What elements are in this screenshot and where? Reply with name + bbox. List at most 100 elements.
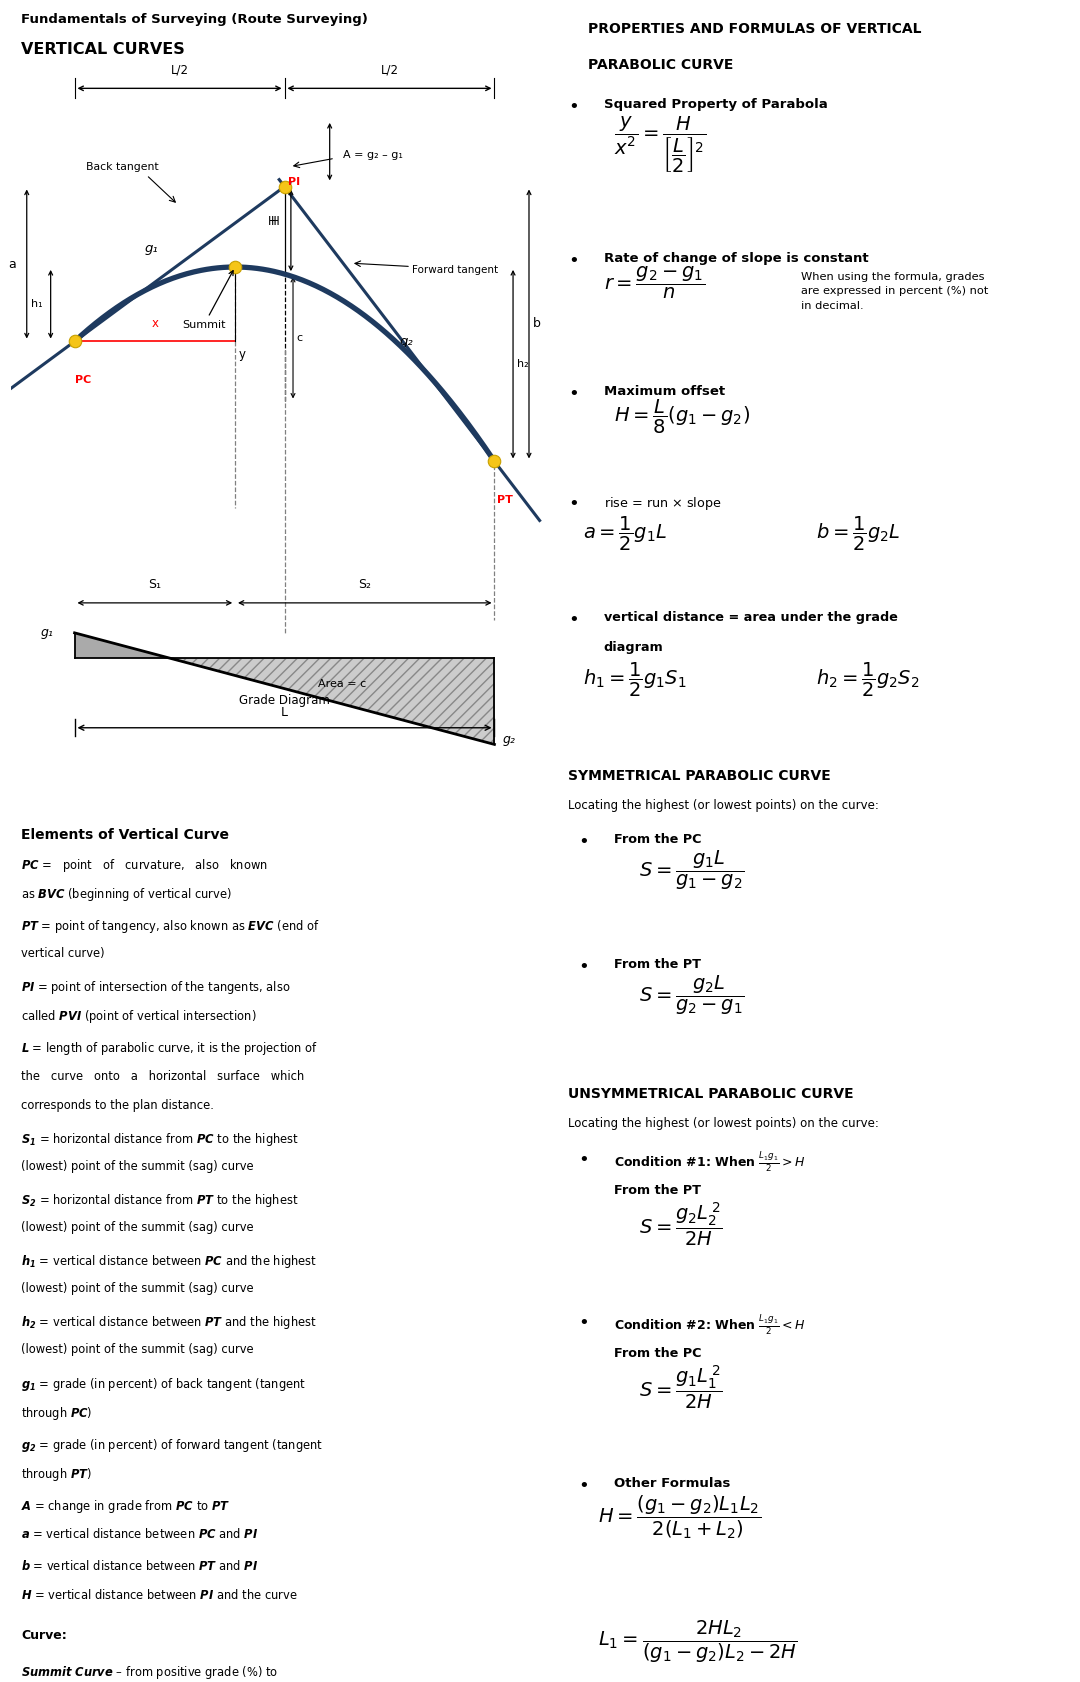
Text: g₂: g₂ xyxy=(400,335,414,348)
Text: PARABOLIC CURVE: PARABOLIC CURVE xyxy=(589,59,733,72)
Text: $\bfit{b}$ = vertical distance between $\bfit{PT}$ and $\bfit{PI}$: $\bfit{b}$ = vertical distance between $… xyxy=(22,1559,258,1573)
Text: S₂: S₂ xyxy=(359,579,372,592)
Text: as $\bfit{BVC}$ (beginning of vertical curve): as $\bfit{BVC}$ (beginning of vertical c… xyxy=(22,886,232,903)
Text: •: • xyxy=(578,957,589,976)
Text: H: H xyxy=(268,215,276,229)
Text: From the PT: From the PT xyxy=(613,1184,701,1198)
Text: •: • xyxy=(578,1150,589,1169)
Text: Rate of change of slope is constant: Rate of change of slope is constant xyxy=(604,252,868,264)
Text: the   curve   onto   a   horizontal   surface   which: the curve onto a horizontal surface whic… xyxy=(22,1070,305,1083)
Text: A = g₂ – g₁: A = g₂ – g₁ xyxy=(343,150,403,160)
Text: Fundamentals of Surveying (Route Surveying): Fundamentals of Surveying (Route Surveyi… xyxy=(22,13,368,27)
Text: L/2: L/2 xyxy=(171,64,189,77)
Text: UNSYMMETRICAL PARABOLIC CURVE: UNSYMMETRICAL PARABOLIC CURVE xyxy=(568,1088,853,1102)
Text: (lowest) point of the summit (sag) curve: (lowest) point of the summit (sag) curve xyxy=(22,1282,254,1295)
Text: vertical curve): vertical curve) xyxy=(22,947,105,960)
Text: rise = run $\times$ slope: rise = run $\times$ slope xyxy=(604,495,721,511)
Text: through $\bfit{PC}$): through $\bfit{PC}$) xyxy=(22,1404,93,1421)
Text: $S = \dfrac{g_1 L_1^{\,2}}{2H}$: $S = \dfrac{g_1 L_1^{\,2}}{2H}$ xyxy=(639,1364,723,1411)
Text: $b = \dfrac{1}{2}g_2 L$: $b = \dfrac{1}{2}g_2 L$ xyxy=(816,515,901,553)
Text: $H = \dfrac{(g_1 - g_2)L_1 L_2}{2(L_1 + L_2)}$: $H = \dfrac{(g_1 - g_2)L_1 L_2}{2(L_1 + … xyxy=(598,1494,761,1541)
Text: Area = c: Area = c xyxy=(318,680,366,690)
Text: vertical distance = area under the grade: vertical distance = area under the grade xyxy=(604,611,897,624)
Text: PROPERTIES AND FORMULAS OF VERTICAL: PROPERTIES AND FORMULAS OF VERTICAL xyxy=(589,22,922,35)
Text: $a = \dfrac{1}{2}g_1 L$: $a = \dfrac{1}{2}g_1 L$ xyxy=(583,515,667,553)
Text: h₁: h₁ xyxy=(31,299,43,309)
Text: $S = \dfrac{g_2 L_2^{\,2}}{2H}$: $S = \dfrac{g_2 L_2^{\,2}}{2H}$ xyxy=(639,1201,723,1248)
Text: Forward tangent: Forward tangent xyxy=(413,264,498,274)
Text: $\bfit{H}$ = vertical distance between $\bfit{PI}$ and the curve: $\bfit{H}$ = vertical distance between $… xyxy=(22,1588,298,1603)
Text: g₁: g₁ xyxy=(40,626,53,639)
Text: •: • xyxy=(568,495,579,513)
Text: c: c xyxy=(296,333,302,343)
Text: a: a xyxy=(9,257,16,271)
Text: $S = \dfrac{g_1 L}{g_1 - g_2}$: $S = \dfrac{g_1 L}{g_1 - g_2}$ xyxy=(639,849,744,893)
Text: b: b xyxy=(534,318,541,330)
Text: Maximum offset: Maximum offset xyxy=(604,385,725,397)
Polygon shape xyxy=(75,632,168,658)
Text: Condition #2: When $\frac{L_1g_1}{2} < H$: Condition #2: When $\frac{L_1g_1}{2} < H… xyxy=(613,1314,806,1337)
Text: •: • xyxy=(578,833,589,851)
Text: called $\bfit{PVI}$ (point of vertical intersection): called $\bfit{PVI}$ (point of vertical i… xyxy=(22,1008,257,1026)
Text: y: y xyxy=(239,348,246,362)
Text: Squared Property of Parabola: Squared Property of Parabola xyxy=(604,98,827,111)
Text: L/2: L/2 xyxy=(380,64,399,77)
Polygon shape xyxy=(168,658,495,745)
Text: $\bfit{S_2}$ = horizontal distance from $\bfit{PT}$ to the highest: $\bfit{S_2}$ = horizontal distance from … xyxy=(22,1193,299,1209)
Text: $\dfrac{y}{x^2} = \dfrac{H}{\left[\dfrac{L}{2}\right]^2}$: $\dfrac{y}{x^2} = \dfrac{H}{\left[\dfrac… xyxy=(613,114,705,175)
Text: through $\bfit{PT}$): through $\bfit{PT}$) xyxy=(22,1465,92,1484)
Text: $\bfit{h_1}$ = vertical distance between $\bfit{PC}$ and the highest: $\bfit{h_1}$ = vertical distance between… xyxy=(22,1253,318,1270)
Text: •: • xyxy=(568,385,579,402)
Text: •: • xyxy=(568,611,579,629)
Text: •: • xyxy=(578,1477,589,1495)
Text: Curve:: Curve: xyxy=(22,1630,67,1642)
Text: Locating the highest (or lowest points) on the curve:: Locating the highest (or lowest points) … xyxy=(568,799,879,812)
Text: Elements of Vertical Curve: Elements of Vertical Curve xyxy=(22,828,229,841)
Text: corresponds to the plan distance.: corresponds to the plan distance. xyxy=(22,1098,214,1112)
Text: $\bfit{PT}$ = point of tangency, also known as $\bfit{EVC}$ (end of: $\bfit{PT}$ = point of tangency, also kn… xyxy=(22,918,321,935)
Text: $H = \dfrac{L}{8}(g_1 - g_2)$: $H = \dfrac{L}{8}(g_1 - g_2)$ xyxy=(613,399,750,436)
Text: PI: PI xyxy=(288,177,300,187)
Text: From the PC: From the PC xyxy=(613,833,701,846)
Text: $\bfit{S_1}$ = horizontal distance from $\bfit{PC}$ to the highest: $\bfit{S_1}$ = horizontal distance from … xyxy=(22,1130,299,1147)
Text: $\bfit{A}$ = change in grade from $\bfit{PC}$ to $\bfit{PT}$: $\bfit{A}$ = change in grade from $\bfit… xyxy=(22,1499,231,1515)
Text: PT: PT xyxy=(497,495,513,505)
Text: x: x xyxy=(151,316,159,330)
Text: (lowest) point of the summit (sag) curve: (lowest) point of the summit (sag) curve xyxy=(22,1344,254,1356)
Text: SYMMETRICAL PARABOLIC CURVE: SYMMETRICAL PARABOLIC CURVE xyxy=(568,769,831,784)
Text: Locating the highest (or lowest points) on the curve:: Locating the highest (or lowest points) … xyxy=(568,1117,879,1130)
Text: S₁: S₁ xyxy=(148,579,161,592)
Text: L: L xyxy=(281,706,288,720)
Text: h₂: h₂ xyxy=(517,360,529,368)
Text: $\bfit{a}$ = vertical distance between $\bfit{PC}$ and $\bfit{PI}$: $\bfit{a}$ = vertical distance between $… xyxy=(22,1527,259,1541)
Text: $\bfit{h_2}$ = vertical distance between $\bfit{PT}$ and the highest: $\bfit{h_2}$ = vertical distance between… xyxy=(22,1314,318,1332)
Text: $\bfit{PI}$ = point of intersection of the tangents, also: $\bfit{PI}$ = point of intersection of t… xyxy=(22,979,291,996)
Text: $\bfit{PC}$ =   point   of   curvature,   also   known: $\bfit{PC}$ = point of curvature, also k… xyxy=(22,856,268,875)
Text: $\bfit{L}$ = length of parabolic curve, it is the projection of: $\bfit{L}$ = length of parabolic curve, … xyxy=(22,1041,319,1058)
Text: $r = \dfrac{g_2 - g_1}{n}$: $r = \dfrac{g_2 - g_1}{n}$ xyxy=(604,264,704,301)
Text: From the PC: From the PC xyxy=(613,1347,701,1361)
Text: When using the formula, grades
are expressed in percent (%) not
in decimal.: When using the formula, grades are expre… xyxy=(801,271,988,311)
Text: VERTICAL CURVES: VERTICAL CURVES xyxy=(22,42,185,57)
Text: $\bfit{g_2}$ = grade (in percent) of forward tangent (tangent: $\bfit{g_2}$ = grade (in percent) of for… xyxy=(22,1436,324,1453)
Text: Back tangent: Back tangent xyxy=(86,161,159,172)
Text: Grade Diagram: Grade Diagram xyxy=(239,695,330,708)
Text: $h_2 = \dfrac{1}{2}g_2 S_2$: $h_2 = \dfrac{1}{2}g_2 S_2$ xyxy=(816,661,920,700)
Text: (lowest) point of the summit (sag) curve: (lowest) point of the summit (sag) curve xyxy=(22,1221,254,1235)
Text: g₂: g₂ xyxy=(502,733,515,745)
Text: •: • xyxy=(578,1314,589,1332)
Text: •: • xyxy=(568,252,579,269)
Text: From the PT: From the PT xyxy=(613,957,701,971)
Text: H: H xyxy=(271,215,280,229)
Text: (lowest) point of the summit (sag) curve: (lowest) point of the summit (sag) curve xyxy=(22,1161,254,1172)
Text: $\bfit{g_1}$ = grade (in percent) of back tangent (tangent: $\bfit{g_1}$ = grade (in percent) of bac… xyxy=(22,1376,307,1393)
Text: g₁: g₁ xyxy=(145,242,159,254)
Text: Condition #1: When $\frac{L_1g_1}{2} > H$: Condition #1: When $\frac{L_1g_1}{2} > H… xyxy=(613,1150,806,1174)
Text: $h_1 = \dfrac{1}{2}g_1 S_1$: $h_1 = \dfrac{1}{2}g_1 S_1$ xyxy=(583,661,687,700)
Text: •: • xyxy=(568,98,579,116)
Text: Other Formulas: Other Formulas xyxy=(613,1477,730,1490)
Text: PC: PC xyxy=(75,375,91,385)
Text: Summit: Summit xyxy=(181,271,233,330)
Text: $S = \dfrac{g_2 L}{g_2 - g_1}$: $S = \dfrac{g_2 L}{g_2 - g_1}$ xyxy=(639,974,744,1018)
Text: $L_1 = \dfrac{2HL_2}{(g_1 - g_2)L_2 - 2H}$: $L_1 = \dfrac{2HL_2}{(g_1 - g_2)L_2 - 2H… xyxy=(598,1618,798,1665)
